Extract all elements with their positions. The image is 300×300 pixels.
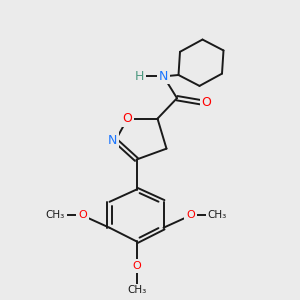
- Text: O: O: [78, 211, 87, 220]
- Text: CH₃: CH₃: [46, 211, 65, 220]
- Text: CH₃: CH₃: [208, 211, 227, 220]
- Text: H: H: [135, 70, 144, 83]
- Text: CH₃: CH₃: [127, 286, 146, 296]
- Text: N: N: [159, 70, 168, 83]
- Text: O: O: [123, 112, 132, 125]
- Text: N: N: [108, 134, 117, 147]
- Text: O: O: [132, 261, 141, 271]
- Text: O: O: [202, 96, 211, 109]
- Text: O: O: [186, 211, 195, 220]
